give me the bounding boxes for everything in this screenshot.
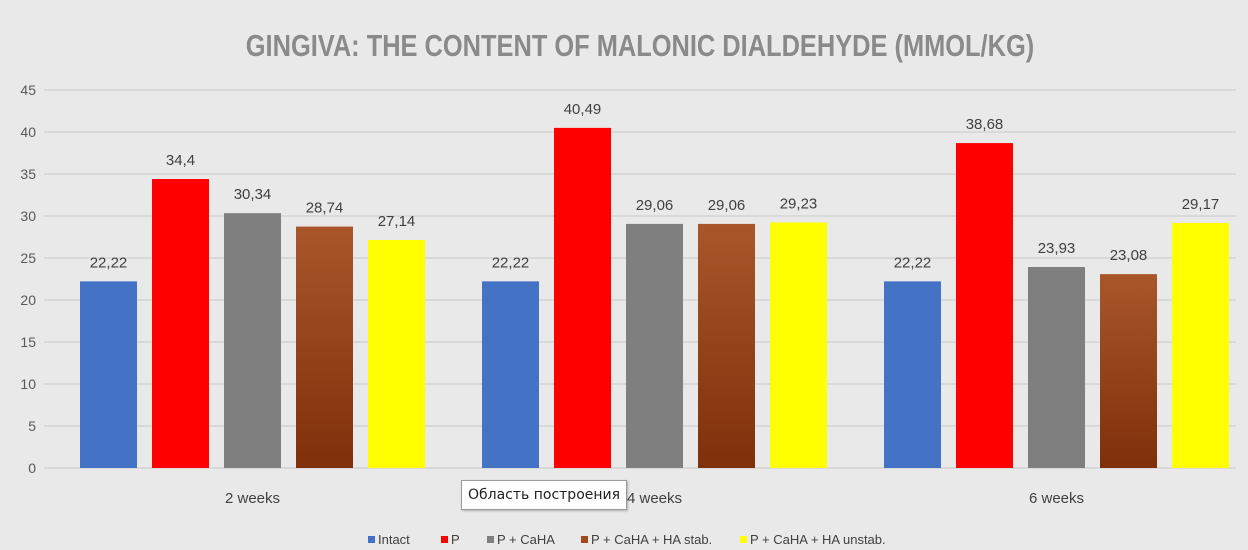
bar (224, 213, 281, 468)
y-tick-label: 5 (28, 418, 36, 434)
data-label: 28,74 (306, 200, 344, 217)
bar (152, 179, 209, 469)
bars (80, 127, 1229, 469)
data-label: 34,4 (166, 152, 195, 169)
data-label: 29,23 (780, 195, 818, 212)
legend-swatch (368, 536, 375, 543)
data-label: 22,22 (492, 254, 530, 271)
bar (770, 222, 827, 468)
legend-label: P + CaHA (497, 532, 555, 547)
y-tick-label: 35 (20, 166, 36, 182)
y-tick-label: 0 (28, 460, 36, 476)
bar (368, 240, 425, 468)
data-label: 29,06 (708, 197, 746, 214)
data-label: 38,68 (966, 116, 1004, 133)
y-tick-label: 20 (20, 292, 36, 308)
bar (1172, 222, 1229, 468)
bar (956, 143, 1013, 468)
bar (626, 223, 683, 468)
data-label: 22,22 (90, 254, 128, 271)
legend-swatch (581, 536, 588, 543)
y-tick-label: 30 (20, 208, 36, 224)
data-label: 30,34 (234, 186, 272, 203)
y-axis-ticks: 0 5 10 15 20 25 30 35 40 45 (20, 82, 36, 476)
y-tick-label: 40 (20, 124, 36, 140)
y-tick-label: 25 (20, 250, 36, 266)
legend-swatch (441, 536, 448, 543)
data-labels: 22,22 22,22 22,22 34,4 40,49 38,68 30,34 29,06 2… (90, 101, 1220, 271)
x-tick-label: 4 weeks (627, 490, 682, 507)
legend-label: P + CaHA + HA unstab. (750, 532, 886, 547)
plot-area-tooltip: Область построения (461, 480, 628, 510)
x-tick-label: 2 weeks (225, 490, 280, 507)
bar (1028, 266, 1085, 468)
bar (884, 281, 941, 468)
chart-title: GINGIVA: THE CONTENT OF MALONIC DIALDEHY… (246, 29, 1034, 64)
bar (482, 281, 539, 468)
legend-label: P + CaHA + HA stab. (591, 532, 712, 547)
data-label: 29,06 (636, 197, 674, 214)
bar (80, 281, 137, 468)
legend-label: Intact (378, 532, 410, 547)
legend-swatch (487, 536, 494, 543)
data-label: 22,22 (894, 254, 932, 271)
y-tick-label: 15 (20, 334, 36, 350)
y-tick-label: 10 (20, 376, 36, 392)
data-label: 23,93 (1038, 240, 1076, 257)
bar (296, 226, 353, 468)
data-label: 23,08 (1110, 247, 1148, 264)
y-tick-label: 45 (20, 82, 36, 98)
x-axis-ticks: 2 weeks 4 weeks 6 weeks (225, 490, 1084, 507)
legend-label: P (451, 532, 460, 547)
x-tick-label: 6 weeks (1029, 490, 1084, 507)
bar (554, 127, 611, 468)
legend: Intact P P + CaHA P + CaHA + HA stab. P + Ca… (368, 532, 886, 547)
data-label: 27,14 (378, 213, 416, 230)
bar (1100, 274, 1157, 468)
data-label: 29,17 (1182, 196, 1220, 213)
data-label: 40,49 (564, 101, 602, 118)
bar (698, 223, 755, 468)
legend-swatch (740, 536, 747, 543)
